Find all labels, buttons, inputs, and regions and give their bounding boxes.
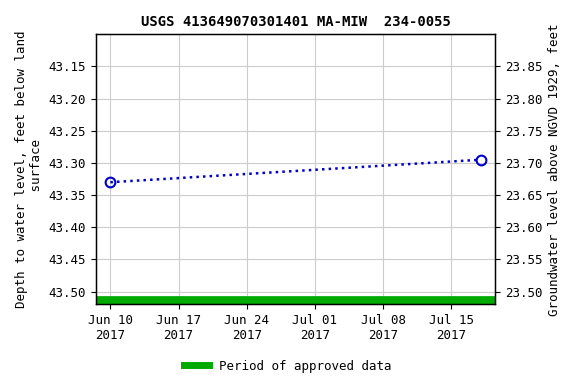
Y-axis label: Depth to water level, feet below land
 surface: Depth to water level, feet below land su… bbox=[15, 31, 43, 308]
Y-axis label: Groundwater level above NGVD 1929, feet: Groundwater level above NGVD 1929, feet bbox=[548, 23, 561, 316]
Legend: Period of approved data: Period of approved data bbox=[179, 355, 397, 378]
Title: USGS 413649070301401 MA-MIW  234-0055: USGS 413649070301401 MA-MIW 234-0055 bbox=[141, 15, 450, 29]
